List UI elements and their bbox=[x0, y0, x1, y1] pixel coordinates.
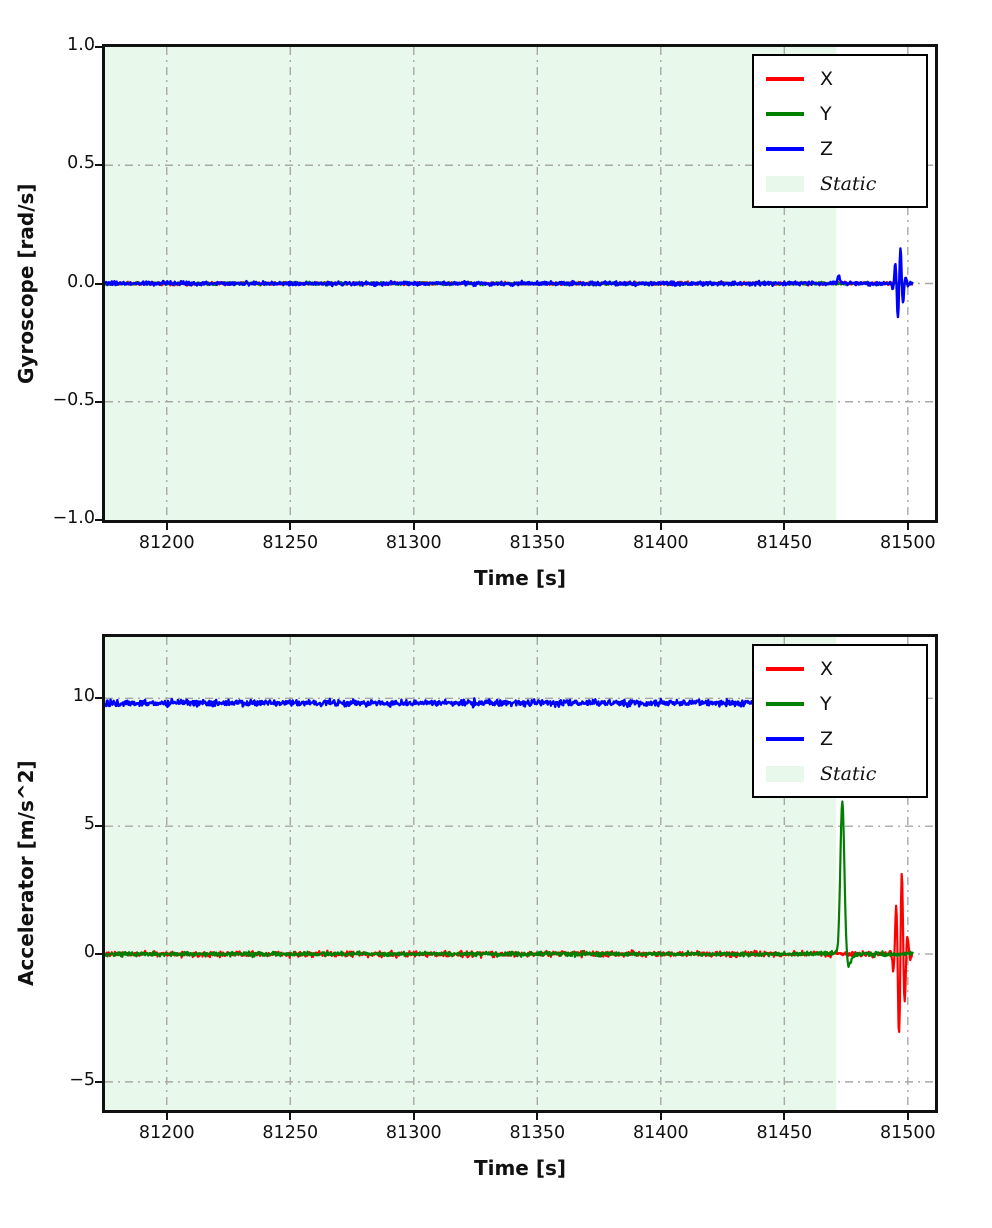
legend-label-x: X bbox=[820, 657, 834, 680]
x-tick-label: 81200 bbox=[138, 533, 195, 553]
x-tick-label: 81300 bbox=[385, 533, 442, 553]
accelerator-chart: Accelerator [m/s^2] X Y Z S bbox=[0, 590, 992, 1228]
x-tick bbox=[536, 523, 539, 530]
x-tick bbox=[289, 523, 292, 530]
x-tick-label: 81500 bbox=[879, 1123, 936, 1143]
legend-line-swatch-x bbox=[766, 666, 804, 671]
x-tick bbox=[659, 523, 662, 530]
legend: X Y Z Static bbox=[752, 644, 928, 798]
x-tick bbox=[165, 523, 168, 530]
legend-label-z: Z bbox=[820, 727, 834, 750]
y-tick bbox=[95, 519, 102, 521]
y-tick bbox=[95, 1080, 102, 1083]
legend-patch-swatch-static bbox=[766, 175, 804, 192]
legend-line-swatch-z bbox=[766, 146, 804, 151]
y-tick bbox=[95, 400, 102, 403]
legend-label-z: Z bbox=[820, 137, 834, 160]
accelerator-x-axis-label: Time [s] bbox=[473, 1156, 567, 1180]
x-tick bbox=[412, 523, 415, 530]
legend-item-x: X bbox=[766, 651, 912, 686]
x-tick-label: 81450 bbox=[756, 533, 813, 553]
y-tick-label: 0 bbox=[83, 942, 95, 963]
legend-line-swatch-x bbox=[766, 76, 804, 81]
x-tick bbox=[165, 1113, 168, 1120]
legend-item-static: Static bbox=[766, 756, 912, 791]
y-tick bbox=[95, 697, 102, 700]
gyroscope-x-axis-label: Time [s] bbox=[473, 566, 567, 590]
y-tick-label: 0.0 bbox=[67, 271, 95, 292]
y-tick bbox=[95, 825, 102, 828]
x-tick bbox=[412, 1113, 415, 1120]
legend-item-z: Z bbox=[766, 131, 912, 166]
x-tick-label: 81350 bbox=[509, 1123, 566, 1143]
x-tick-label: 81350 bbox=[509, 533, 566, 553]
legend-item-y: Y bbox=[766, 96, 912, 131]
x-tick-label: 81300 bbox=[385, 1123, 442, 1143]
accelerator-y-axis-label: Accelerator [m/s^2] bbox=[14, 760, 38, 987]
y-tick-label: −0.5 bbox=[52, 389, 96, 410]
legend-label-y: Y bbox=[820, 102, 832, 125]
y-tick bbox=[95, 164, 102, 167]
y-tick bbox=[95, 46, 102, 48]
accelerator-plot-area: X Y Z Static bbox=[102, 634, 938, 1113]
y-tick-label: 0.5 bbox=[67, 153, 95, 174]
legend-line-swatch-z bbox=[766, 736, 804, 741]
x-tick-label: 81200 bbox=[138, 1123, 195, 1143]
y-tick bbox=[95, 953, 102, 956]
legend-label-y: Y bbox=[820, 692, 832, 715]
x-tick bbox=[289, 1113, 292, 1120]
x-tick bbox=[906, 1113, 909, 1120]
legend-label-static: Static bbox=[820, 762, 877, 785]
x-tick-label: 81500 bbox=[879, 533, 936, 553]
legend-item-static: Static bbox=[766, 166, 912, 201]
legend-label-static: Static bbox=[820, 172, 877, 195]
y-tick bbox=[95, 282, 102, 285]
legend-item-y: Y bbox=[766, 686, 912, 721]
legend-label-x: X bbox=[820, 67, 834, 90]
legend-line-swatch-y bbox=[766, 701, 804, 706]
legend-line-swatch-y bbox=[766, 111, 804, 116]
x-tick-label: 81400 bbox=[632, 1123, 689, 1143]
gyroscope-plot-area: X Y Z Static bbox=[102, 44, 938, 523]
gyroscope-chart: Gyroscope [rad/s] X Y Z Sta bbox=[0, 0, 992, 590]
legend: X Y Z Static bbox=[752, 54, 928, 208]
x-tick-label: 81450 bbox=[756, 1123, 813, 1143]
legend-item-x: X bbox=[766, 61, 912, 96]
x-tick bbox=[783, 523, 786, 530]
x-tick bbox=[783, 1113, 786, 1120]
y-tick-label: 1.0 bbox=[67, 35, 95, 55]
legend-patch-swatch-static bbox=[766, 765, 804, 782]
y-tick-label: −1.0 bbox=[52, 508, 96, 528]
x-tick bbox=[906, 523, 909, 530]
x-tick-label: 81250 bbox=[262, 533, 319, 553]
x-tick bbox=[536, 1113, 539, 1120]
y-tick-label: 5 bbox=[83, 814, 95, 835]
legend-item-z: Z bbox=[766, 721, 912, 756]
y-tick-label: −5 bbox=[69, 1069, 95, 1090]
x-tick bbox=[659, 1113, 662, 1120]
x-tick-label: 81250 bbox=[262, 1123, 319, 1143]
y-tick-label: 10 bbox=[72, 686, 95, 707]
x-tick-label: 81400 bbox=[632, 533, 689, 553]
